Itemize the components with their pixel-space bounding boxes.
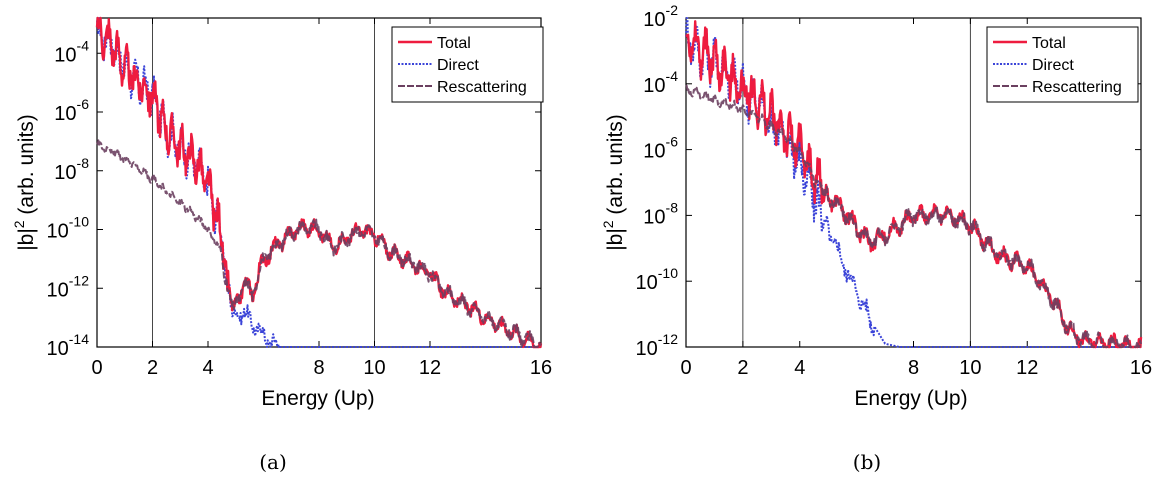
y-axis-label: |b|2 (arb. units) (11, 114, 38, 251)
legend-label: Direct (1032, 57, 1074, 74)
legend-label: Rescattering (437, 79, 527, 96)
x-tick-label: 4 (794, 357, 805, 379)
x-tick-label: 16 (1130, 357, 1152, 379)
x-tick-label: 12 (419, 357, 441, 379)
x-tick-label: 2 (147, 357, 158, 379)
y-tick-label: 10-10 (47, 214, 90, 243)
y-tick-label: 10-12 (636, 331, 679, 360)
legend-label: Direct (437, 57, 479, 74)
y-tick-label: 10-4 (54, 37, 89, 66)
x-tick-label: 16 (530, 357, 552, 379)
figure-caption: (b) (853, 450, 881, 474)
y-tick-label: 10-8 (643, 199, 678, 228)
x-tick-label: 8 (908, 357, 919, 379)
x-tick-label: 2 (737, 357, 748, 379)
x-tick-label: 4 (202, 357, 213, 379)
x-tick-label: 12 (1016, 357, 1038, 379)
series-line-direct (685, 17, 1142, 348)
y-tick-label: 10-6 (643, 134, 678, 163)
y-tick-label: 10-4 (643, 68, 678, 97)
x-tick-label: 10 (959, 357, 981, 379)
legend-label: Rescattering (1032, 79, 1122, 96)
y-tick-label: 10-10 (636, 265, 679, 294)
y-tick-label: 10-14 (47, 331, 90, 360)
series-line-rescattering (96, 139, 542, 348)
y-tick-label: 10-2 (643, 2, 678, 31)
x-axis-label: Energy (Up) (261, 387, 374, 410)
x-tick-label: 10 (363, 357, 385, 379)
x-tick-label: 8 (313, 357, 324, 379)
legend-label: Total (437, 35, 471, 52)
legend-label: Total (1032, 35, 1066, 52)
x-tick-label: 0 (91, 357, 102, 379)
y-tick-label: 10-12 (47, 272, 90, 301)
series-line-rescattering (685, 84, 1142, 348)
y-tick-label: 10-8 (54, 155, 89, 184)
figure-caption: (a) (259, 450, 287, 474)
y-tick-label: 10-6 (54, 96, 89, 125)
x-tick-label: 0 (680, 357, 691, 379)
chart-panel-a: 0 2 4 8 10 12 16 10-14 10-12 10-10 10-8 10-6 10-4 Tot… (11, 16, 552, 474)
y-axis-label: |b|2 (arb. units) (600, 114, 627, 251)
chart-panel-b: 0 2 4 8 10 12 16 10-12 10-10 10-8 10-6 10-4 10-2 Tota… (600, 2, 1152, 474)
x-axis-label: Energy (Up) (854, 387, 967, 410)
